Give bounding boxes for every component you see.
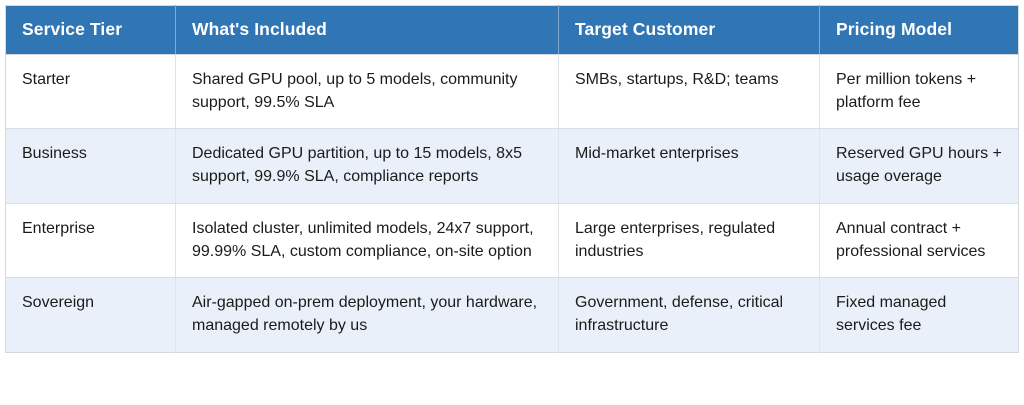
cell-pricing-model: Reserved GPU hours + usage overage <box>819 128 1019 204</box>
cell-service-tier: Business <box>5 128 176 204</box>
cell-target-customer: Government, defense, critical infrastruc… <box>558 277 820 353</box>
table-body: Starter Shared GPU pool, up to 5 models,… <box>5 54 1019 353</box>
table-header: Service Tier What's Included Target Cust… <box>5 5 1019 55</box>
service-tier-comparison-table: Service Tier What's Included Target Cust… <box>5 5 1019 353</box>
cell-pricing-model: Annual contract + professional services <box>819 203 1019 279</box>
column-header-target-customer: Target Customer <box>558 5 820 55</box>
cell-whats-included: Shared GPU pool, up to 5 models, communi… <box>175 54 559 130</box>
column-header-whats-included: What's Included <box>175 5 559 55</box>
table-row: Starter Shared GPU pool, up to 5 models,… <box>5 54 1019 130</box>
column-header-service-tier: Service Tier <box>5 5 176 55</box>
pricing-table-container: Service Tier What's Included Target Cust… <box>5 5 1019 401</box>
cell-whats-included: Isolated cluster, unlimited models, 24x7… <box>175 203 559 279</box>
cell-target-customer: Large enterprises, regulated industries <box>558 203 820 279</box>
cell-pricing-model: Per million tokens + platform fee <box>819 54 1019 130</box>
cell-pricing-model: Fixed managed services fee <box>819 277 1019 353</box>
cell-service-tier: Enterprise <box>5 203 176 279</box>
table-row: Enterprise Isolated cluster, unlimited m… <box>5 203 1019 279</box>
column-header-pricing-model: Pricing Model <box>819 5 1019 55</box>
cell-whats-included: Air-gapped on-prem deployment, your hard… <box>175 277 559 353</box>
cell-service-tier: Sovereign <box>5 277 176 353</box>
cell-service-tier: Starter <box>5 54 176 130</box>
table-row: Sovereign Air-gapped on-prem deployment,… <box>5 277 1019 353</box>
table-header-row: Service Tier What's Included Target Cust… <box>5 5 1019 55</box>
table-row: Business Dedicated GPU partition, up to … <box>5 128 1019 204</box>
cell-target-customer: SMBs, startups, R&D; teams <box>558 54 820 130</box>
cell-target-customer: Mid-market enterprises <box>558 128 820 204</box>
cell-whats-included: Dedicated GPU partition, up to 15 models… <box>175 128 559 204</box>
